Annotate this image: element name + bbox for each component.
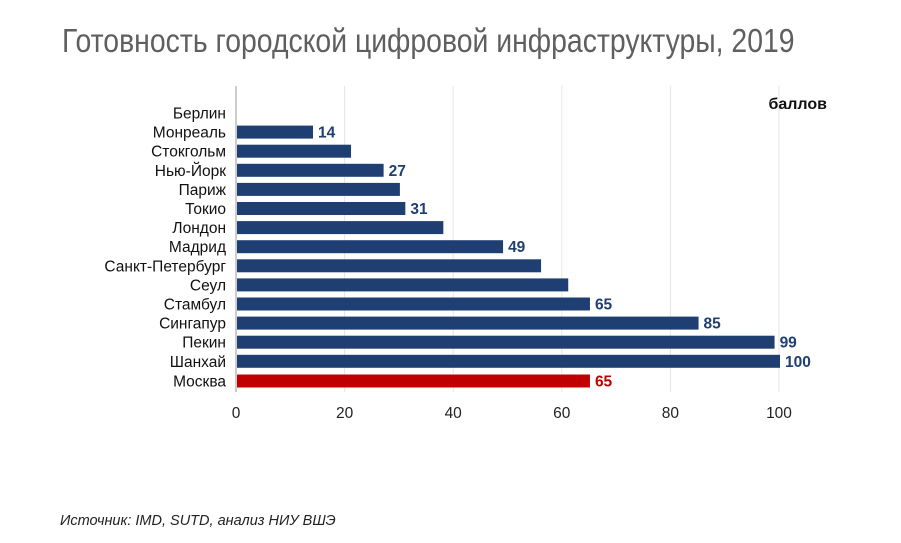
category-label: Стамбул [164,297,226,314]
category-label: Монреаль [153,125,226,142]
bar [237,374,590,388]
bar [237,221,444,235]
bar [237,240,504,254]
bar [237,354,780,368]
data-label: 14 [318,125,336,142]
x-tick-label: 80 [662,405,680,422]
category-label: Москва [173,374,226,391]
bar [237,316,699,330]
data-label: 65 [595,297,613,314]
category-label: Санкт-Петербург [104,258,226,275]
bar [237,182,400,196]
bar [237,335,775,349]
bar [237,125,314,139]
category-label: Нью-Йорк [155,162,226,180]
unit-label: баллов [768,96,827,113]
bar [237,297,590,311]
category-label: Шанхай [170,354,226,371]
category-label: Пекин [182,335,226,352]
bar [237,278,569,292]
bar [237,144,352,158]
data-label: 31 [410,201,428,218]
x-axis: 0 20 40 60 80 100 [232,86,792,422]
x-tick-label: 0 [232,405,241,422]
data-label: 27 [389,163,406,180]
chart-title: Готовность городской цифровой инфраструк… [62,22,795,59]
data-label: 100 [785,354,811,371]
x-tick-label: 60 [553,405,571,422]
x-tick-label: 100 [766,405,792,422]
data-label: 65 [595,374,613,391]
x-tick-label: 40 [445,405,463,422]
bar [237,163,384,177]
x-tick-label: 20 [336,405,354,422]
category-label: Сеул [190,277,226,294]
category-label: Берлин [173,106,226,123]
source-note: Источник: IMD, SUTD, анализ НИУ ВШЭ [60,513,336,529]
category-label: Сингапур [159,316,226,333]
category-label: Париж [179,182,227,199]
category-label: Мадрид [169,239,226,256]
bar [237,259,542,273]
data-label: 85 [704,316,722,333]
data-label: 49 [508,239,526,256]
bar [237,202,406,215]
category-label: Стокгольм [151,144,226,161]
category-label: Токио [185,201,226,218]
data-label: 99 [780,335,798,352]
category-label: Лондон [172,220,226,237]
